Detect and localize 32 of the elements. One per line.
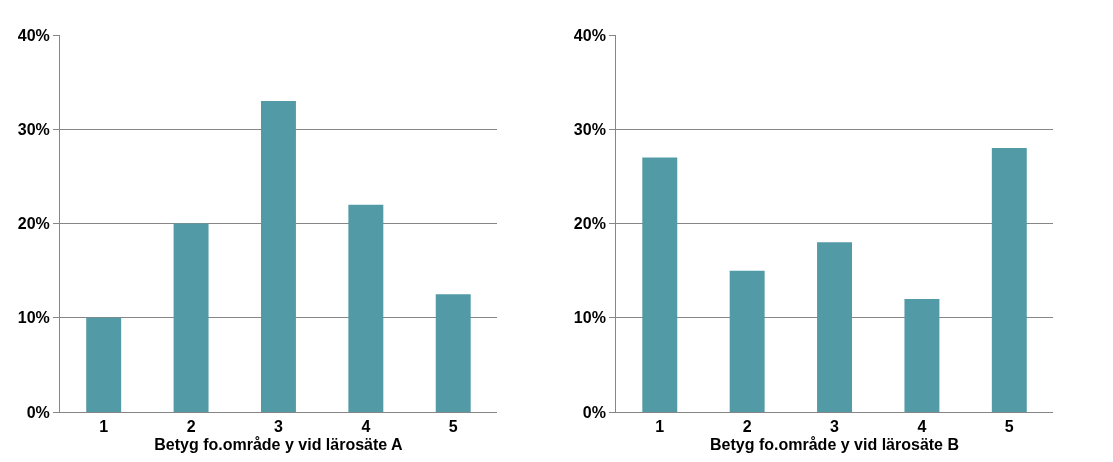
bar: [642, 157, 678, 412]
y-tick-label: 30%: [573, 120, 606, 138]
bar: [817, 242, 853, 412]
x-tick-label: 2: [742, 418, 752, 436]
bar: [348, 204, 384, 412]
bar: [260, 100, 296, 412]
x-tick-label: 5: [1004, 418, 1014, 436]
x-tick-label: 2: [186, 418, 196, 436]
y-tick-label: 10%: [17, 309, 50, 327]
y-tick-label: 0%: [26, 403, 50, 421]
x-tick-label: 1: [655, 418, 665, 436]
x-tick-label: 3: [830, 418, 840, 436]
bar: [904, 298, 940, 412]
y-tick-label: 40%: [17, 26, 50, 44]
y-tick-label: 10%: [573, 309, 606, 327]
x-axis-title: Betyg fo.område y vid lärosäte A: [154, 435, 404, 453]
x-tick-label: 3: [274, 418, 284, 436]
x-tick-label: 4: [917, 418, 927, 436]
bar: [991, 148, 1027, 412]
bar: [435, 294, 471, 412]
y-tick-label: 20%: [573, 215, 606, 233]
y-tick-label: 0%: [582, 403, 606, 421]
y-tick-label: 40%: [573, 26, 606, 44]
x-tick-label: 5: [448, 418, 458, 436]
bar: [173, 223, 209, 412]
bar: [729, 270, 765, 412]
y-tick-label: 30%: [17, 120, 50, 138]
x-tick-label: 4: [361, 418, 371, 436]
x-tick-label: 1: [99, 418, 109, 436]
y-tick-label: 20%: [17, 215, 50, 233]
bar: [86, 317, 122, 412]
x-axis-title: Betyg fo.område y vid lärosäte B: [710, 435, 960, 453]
